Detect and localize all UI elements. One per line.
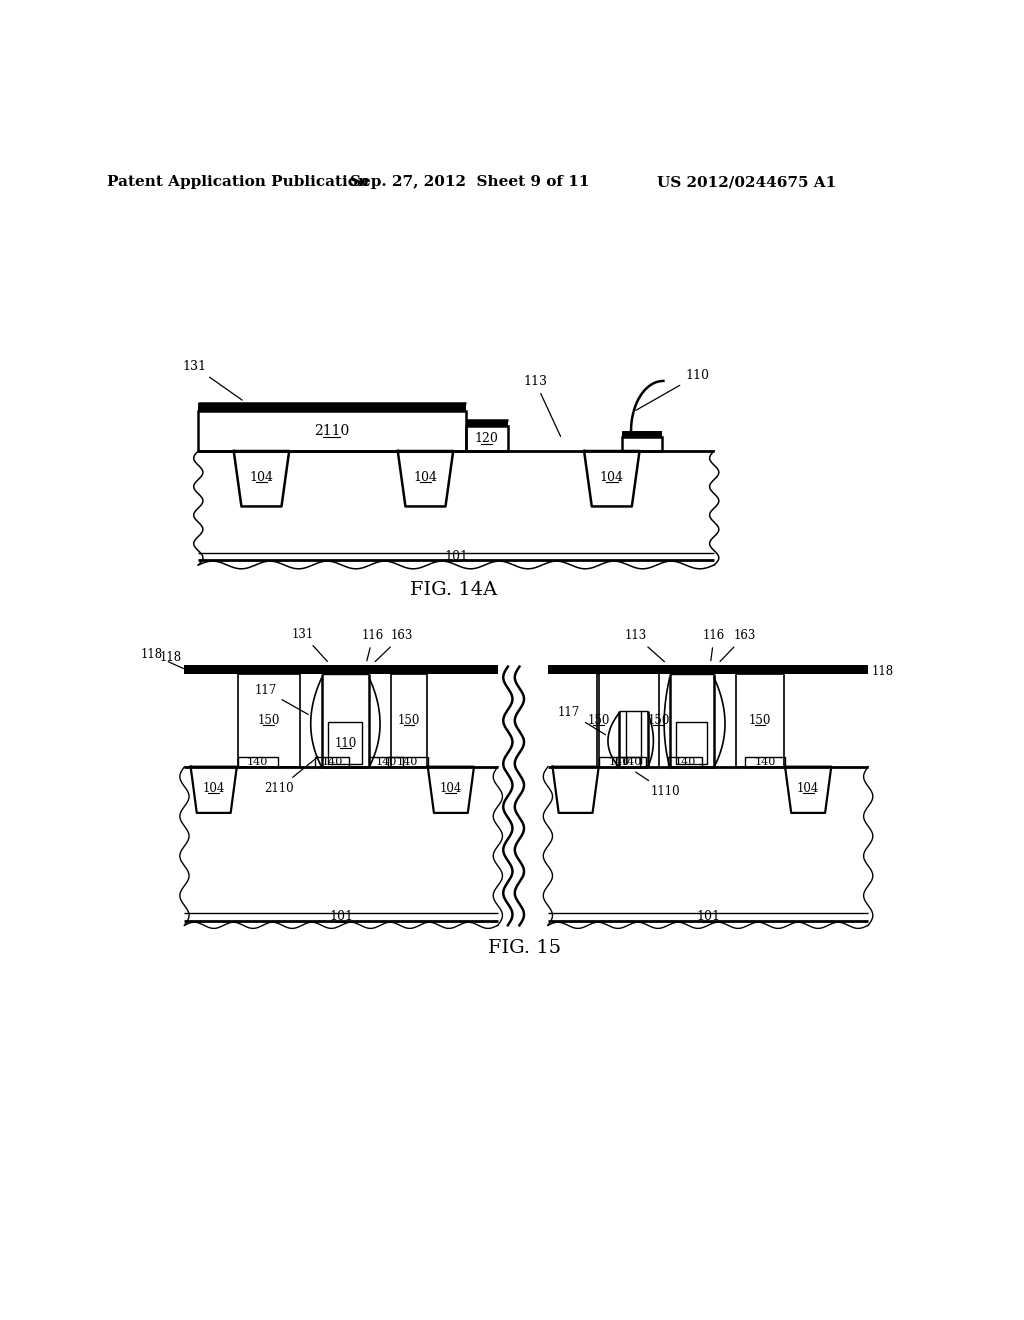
Text: 110: 110: [636, 370, 709, 411]
Bar: [370, 758, 403, 767]
Text: 101: 101: [329, 911, 353, 924]
Bar: [677, 722, 708, 764]
Bar: [597, 675, 599, 767]
Text: 131: 131: [292, 628, 328, 661]
Bar: [668, 758, 701, 767]
Text: US 2012/0244675 A1: US 2012/0244675 A1: [657, 176, 837, 189]
Text: 163: 163: [375, 630, 414, 661]
Text: 117: 117: [558, 706, 605, 735]
Bar: [599, 758, 640, 767]
Text: 150: 150: [258, 714, 280, 727]
Text: 118: 118: [140, 648, 183, 668]
Text: 140: 140: [322, 758, 343, 767]
Bar: [199, 404, 466, 411]
Text: 113: 113: [523, 375, 560, 437]
Text: 101: 101: [696, 911, 720, 924]
Text: 140: 140: [609, 758, 630, 767]
Bar: [199, 411, 466, 451]
Text: 140: 140: [621, 758, 642, 767]
Text: 120: 120: [475, 432, 499, 445]
Text: 104: 104: [414, 471, 437, 483]
Text: 117: 117: [255, 684, 308, 714]
Text: 104: 104: [203, 781, 225, 795]
Text: 104: 104: [797, 781, 819, 795]
Text: 2110: 2110: [264, 756, 317, 795]
Bar: [622, 432, 662, 437]
Text: 1110: 1110: [636, 772, 680, 797]
Text: 163: 163: [720, 630, 756, 661]
Text: 118: 118: [160, 651, 181, 664]
Bar: [736, 675, 784, 767]
Text: 140: 140: [376, 758, 397, 767]
Bar: [391, 675, 427, 767]
Bar: [466, 420, 508, 426]
Text: 118: 118: [871, 665, 893, 677]
Text: 140: 140: [755, 758, 776, 767]
Text: 2110: 2110: [314, 424, 349, 438]
Bar: [388, 758, 428, 767]
Text: Sep. 27, 2012  Sheet 9 of 11: Sep. 27, 2012 Sheet 9 of 11: [349, 176, 589, 189]
Text: 110: 110: [334, 737, 356, 750]
Text: 131: 131: [182, 360, 243, 400]
Bar: [615, 758, 646, 767]
Text: 150: 150: [587, 714, 609, 727]
Text: 140: 140: [674, 758, 695, 767]
Text: 116: 116: [703, 630, 725, 661]
Bar: [548, 665, 868, 675]
Bar: [622, 437, 662, 451]
Text: 104: 104: [439, 781, 462, 795]
Text: 104: 104: [250, 471, 273, 483]
Bar: [745, 758, 785, 767]
Text: 101: 101: [444, 550, 468, 564]
Bar: [466, 426, 508, 451]
Text: 150: 150: [397, 714, 420, 727]
Bar: [238, 675, 300, 767]
Text: FIG. 14A: FIG. 14A: [411, 581, 498, 598]
Text: 150: 150: [647, 714, 670, 727]
Text: 140: 140: [397, 758, 419, 767]
Bar: [315, 758, 349, 767]
Text: 113: 113: [625, 630, 665, 661]
Bar: [184, 665, 498, 675]
Text: Patent Application Publication: Patent Application Publication: [108, 176, 370, 189]
Bar: [238, 758, 278, 767]
Bar: [329, 722, 362, 764]
Text: 150: 150: [749, 714, 771, 727]
Text: 116: 116: [362, 630, 384, 661]
Text: FIG. 15: FIG. 15: [488, 939, 561, 957]
Text: 104: 104: [600, 471, 624, 483]
Text: 140: 140: [247, 758, 268, 767]
